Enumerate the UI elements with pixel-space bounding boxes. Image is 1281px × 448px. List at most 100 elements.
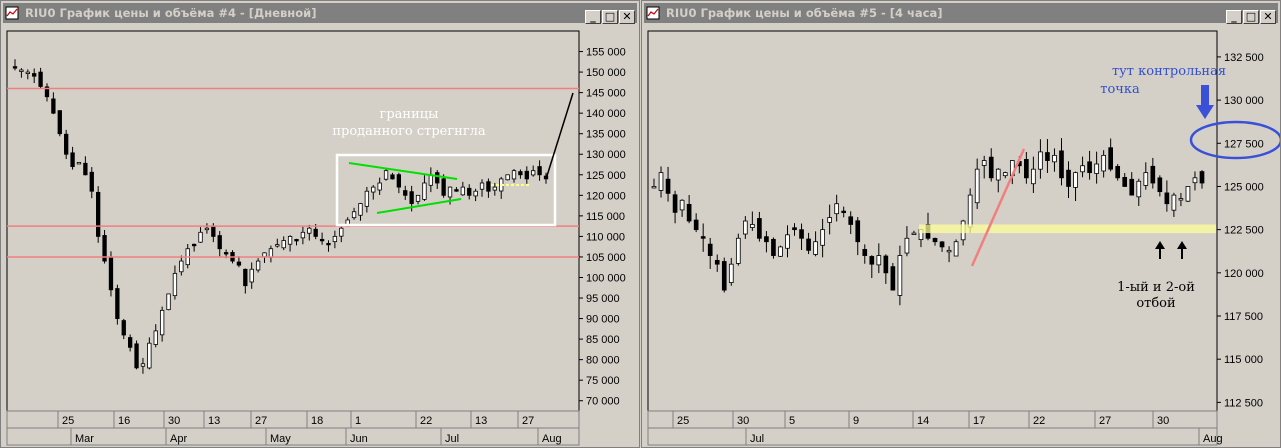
candle-body bbox=[1143, 172, 1149, 186]
chart-window-daily[interactable]: RIU0 График цены и объёма #4 - [Дневной]… bbox=[0, 0, 640, 448]
plot-area[interactable] bbox=[647, 30, 1218, 412]
candle-body bbox=[358, 203, 363, 216]
candle-body bbox=[447, 186, 453, 198]
candle-body bbox=[1002, 172, 1008, 177]
candle-body bbox=[236, 261, 242, 266]
candle-body bbox=[351, 211, 357, 219]
candle-body bbox=[862, 248, 868, 256]
candle-body bbox=[1073, 172, 1078, 188]
candle-body bbox=[326, 242, 331, 246]
candle-body bbox=[1185, 186, 1191, 202]
y-tick-label: 90 000 bbox=[586, 314, 620, 326]
candle-body bbox=[1031, 168, 1036, 185]
candle-body bbox=[492, 186, 497, 191]
plot-area[interactable] bbox=[6, 30, 580, 412]
y-tick-label: 132 500 bbox=[1224, 52, 1264, 64]
price-chart-daily[interactable]: 155 000 150 000 145 000 140 000 135 000 130 0… bbox=[1, 1, 639, 447]
y-tick-label: 145 000 bbox=[586, 88, 626, 100]
candle-body bbox=[313, 228, 318, 237]
candle-body bbox=[707, 243, 713, 256]
close-button[interactable]: ✕ bbox=[1260, 10, 1276, 24]
candle-body bbox=[524, 170, 529, 180]
candle-body bbox=[939, 241, 945, 248]
candle-body bbox=[750, 224, 755, 228]
candle-body bbox=[268, 248, 274, 258]
candle-body bbox=[300, 231, 306, 239]
candle-body bbox=[1038, 151, 1043, 170]
candle-body bbox=[377, 182, 382, 191]
candle-body bbox=[166, 293, 171, 311]
candle-body bbox=[665, 178, 671, 194]
candle-body bbox=[460, 186, 465, 196]
candle-body bbox=[179, 260, 184, 273]
y-tick-label: 70 000 bbox=[586, 396, 620, 408]
candle-body bbox=[409, 191, 414, 204]
triangle-upper-line bbox=[348, 162, 458, 180]
x-month-label: Aug bbox=[542, 433, 562, 445]
x-month-label: Jul bbox=[445, 433, 459, 445]
x-tick-label: 17 bbox=[973, 415, 985, 427]
candle-body bbox=[70, 152, 75, 167]
minimize-button[interactable]: _ bbox=[585, 10, 601, 24]
x-tick-label: 22 bbox=[1033, 415, 1045, 427]
candle-body bbox=[764, 236, 769, 243]
candle-body bbox=[1199, 171, 1205, 184]
candle-body bbox=[1024, 159, 1029, 179]
candle-body bbox=[771, 238, 776, 256]
candle-body bbox=[76, 162, 82, 165]
projection-arrow bbox=[545, 92, 574, 180]
impulse-line bbox=[970, 148, 1026, 267]
x-month-label: May bbox=[270, 433, 291, 445]
candle-body bbox=[25, 71, 30, 74]
maximize-button[interactable]: □ bbox=[1243, 10, 1259, 24]
candle-body bbox=[108, 257, 114, 291]
x-month-label: Apr bbox=[170, 433, 187, 445]
y-tick-label: 80 000 bbox=[586, 355, 620, 367]
candle-body bbox=[287, 236, 293, 245]
candle-body bbox=[147, 342, 152, 369]
candle-body bbox=[249, 268, 254, 283]
candle-body bbox=[679, 199, 685, 211]
y-tick-label: 115 000 bbox=[586, 211, 625, 223]
candle-body bbox=[848, 216, 854, 225]
y-tick-label: 95 000 bbox=[586, 293, 620, 305]
candle-body bbox=[153, 330, 158, 345]
candle-body bbox=[275, 244, 280, 247]
y-tick-label: 115 000 bbox=[1224, 354, 1263, 366]
minimize-button[interactable]: _ bbox=[1226, 10, 1242, 24]
title-bar[interactable]: RIU0 График цены и объёма #4 - [Дневной]… bbox=[3, 3, 637, 24]
chart-window-4h[interactable]: RIU0 График цены и объёма #5 - [4 часа] … bbox=[641, 0, 1281, 448]
y-tick-label: 110 000 bbox=[586, 231, 625, 243]
candle-body bbox=[967, 194, 973, 228]
up-arrow-icon-head bbox=[1155, 241, 1165, 249]
y-tick-label: 155 000 bbox=[586, 47, 626, 59]
annotation-label: проданного стрегнгла bbox=[332, 124, 486, 139]
close-button[interactable]: ✕ bbox=[619, 10, 635, 24]
candle-body bbox=[262, 252, 267, 258]
x-tick-label: 30 bbox=[1157, 415, 1169, 427]
candle-body bbox=[1045, 152, 1050, 161]
y-tick-label: 120 000 bbox=[1224, 268, 1264, 280]
candle-body bbox=[422, 182, 427, 200]
price-chart-4h[interactable]: 132 500 130 000 127 500 125 000 122 500 120 0… bbox=[642, 1, 1280, 447]
candle-body bbox=[383, 170, 389, 180]
candle-body bbox=[876, 255, 882, 266]
x-tick-label: 9 bbox=[853, 415, 859, 427]
candle-body bbox=[792, 227, 797, 231]
x-tick-label: 30 bbox=[168, 415, 180, 427]
candle-body bbox=[658, 172, 664, 191]
y-tick-label: 135 000 bbox=[586, 129, 626, 141]
candle-body bbox=[953, 241, 959, 257]
y-tick-label: 150 000 bbox=[586, 67, 626, 79]
candle-body bbox=[364, 190, 370, 207]
x-month-label: Jul bbox=[750, 433, 764, 445]
x-tick-label: 27 bbox=[1099, 415, 1111, 427]
y-tick-label: 130 000 bbox=[586, 149, 626, 161]
candle-body bbox=[12, 66, 18, 69]
candle-body bbox=[428, 174, 434, 186]
candle-body bbox=[1122, 176, 1128, 187]
title-bar[interactable]: RIU0 График цены и объёма #5 - [4 часа] … bbox=[644, 3, 1278, 24]
maximize-button[interactable]: □ bbox=[602, 10, 618, 24]
candle-body bbox=[869, 256, 875, 265]
candle-body bbox=[435, 172, 440, 184]
